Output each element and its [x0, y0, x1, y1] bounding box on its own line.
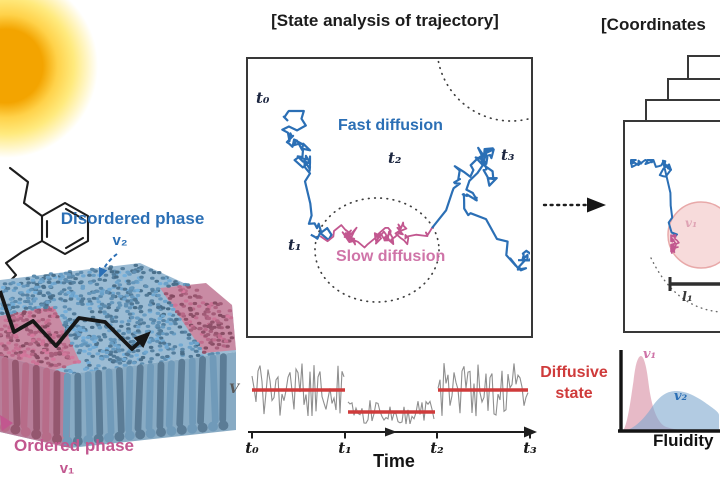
dist-v2-label: v₂	[674, 389, 688, 404]
coordinates-title: [Coordinates	[601, 15, 706, 34]
tick-t0: t₀	[245, 439, 259, 457]
disordered-phase-label: Disordered phase	[60, 209, 205, 228]
time-axis-label: Time	[373, 451, 415, 471]
diffusive-state-label: Diffusive state	[540, 364, 608, 402]
disordered-phase-pointer-arrow	[99, 253, 118, 278]
tick-t3: t₃	[523, 439, 537, 457]
disordered-phase-symbol: v₂	[112, 232, 128, 249]
slow-region-circle	[314, 197, 440, 303]
coordinate-dotted-arc	[650, 257, 720, 313]
state-analysis-title: [State analysis of trajectory]	[271, 11, 499, 30]
ordered-phase-label: Ordered phase	[14, 436, 134, 455]
coordinate-panel: v₁ l₁	[623, 120, 720, 333]
t0-label: t₀	[256, 89, 270, 107]
fluidity-axis-label: Fluidity	[653, 431, 714, 450]
v1-state-circle	[667, 201, 720, 269]
slow-diffusion-label: Slow diffusion	[336, 248, 446, 265]
circle-state-symbol: v₁	[685, 216, 698, 230]
time-axis-mid-arrow	[385, 427, 397, 437]
tick-t2: t₂	[430, 439, 444, 457]
scale-bar-label: l₁	[682, 290, 693, 305]
trajectory-panel	[246, 57, 533, 338]
fast-diffusion-label: Fast diffusion	[338, 117, 443, 134]
fluidity-plot	[618, 350, 720, 433]
v2-distribution	[623, 391, 719, 431]
coordinate-canvas	[630, 159, 720, 313]
t1-label: t₁	[288, 236, 302, 254]
panels-connector-arrow	[542, 197, 606, 213]
ordered-phase-symbol: v₁	[59, 460, 75, 477]
membrane-diffusion-arrow	[0, 290, 151, 351]
dist-v1-label: v₁	[643, 347, 657, 362]
t3-label: t₃	[501, 146, 515, 164]
pink-marker-icon	[0, 415, 13, 431]
molecule-structure	[2, 166, 90, 289]
left-scene-art	[0, 0, 236, 448]
time-axis-ticks	[251, 432, 531, 439]
membrane-top-texture	[0, 263, 235, 375]
velocity-noise-signal	[251, 363, 529, 425]
v-axis-label: V	[229, 382, 240, 397]
sun-icon	[0, 0, 98, 158]
trajectory-canvas	[281, 59, 531, 303]
time-plot	[248, 363, 537, 439]
tick-t1: t₁	[338, 439, 352, 457]
corner-region-circle	[437, 59, 531, 122]
t2-label: t₂	[388, 149, 402, 167]
membrane-lipid-tails	[0, 353, 229, 447]
membrane-illustration	[0, 263, 236, 448]
v1-distribution	[623, 356, 719, 432]
